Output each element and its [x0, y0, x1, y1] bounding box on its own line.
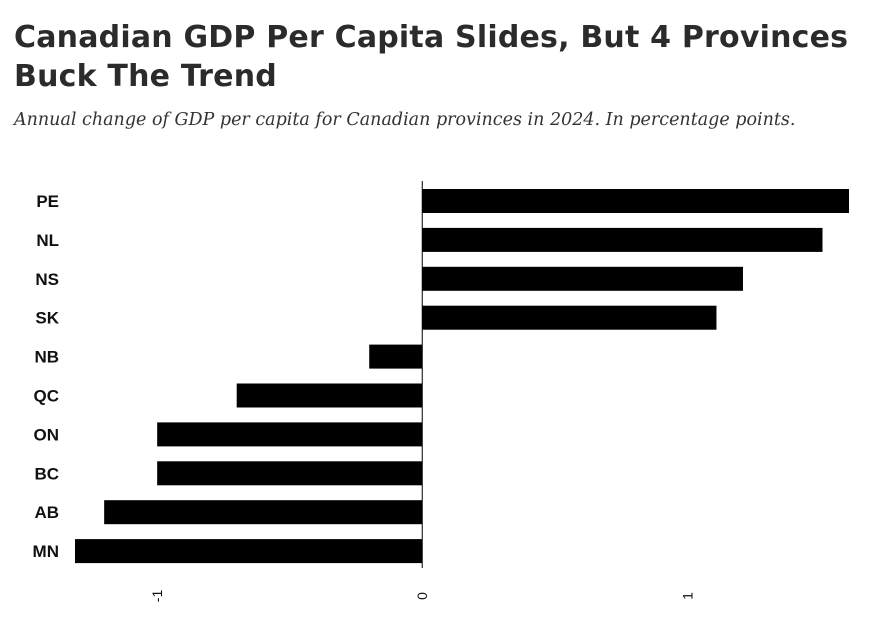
bar-nb — [369, 344, 423, 369]
bar-bc — [157, 461, 423, 486]
category-label-ab: AB — [34, 503, 59, 522]
chart-title: Canadian GDP Per Capita Slides, But 4 Pr… — [14, 20, 849, 94]
bar-qc — [236, 383, 423, 408]
x-axis-ticks: -1 0 1 — [149, 590, 695, 603]
bar-on — [157, 422, 423, 447]
bar-sk — [422, 305, 717, 330]
chart-subtitle: Annual change of GDP per capita for Cana… — [14, 110, 796, 130]
bar-pe — [422, 189, 849, 213]
category-label-on: ON — [34, 425, 60, 444]
x-tick-label: 1 — [679, 592, 695, 600]
bar-ns — [422, 266, 743, 291]
category-label-qc: QC — [34, 387, 60, 406]
bar-mn — [75, 539, 423, 564]
category-label-mn: MN — [33, 542, 59, 561]
category-label-pe: PE — [36, 192, 59, 211]
x-tick-label: -1 — [149, 590, 165, 603]
category-label-nb: NB — [34, 348, 59, 367]
x-tick-label: 0 — [414, 592, 430, 600]
bar-group — [75, 189, 849, 564]
category-label-ns: NS — [35, 270, 59, 289]
bar-ab — [104, 500, 423, 525]
category-label-sk: SK — [35, 309, 59, 328]
category-label-nl: NL — [36, 231, 59, 250]
category-label-bc: BC — [34, 464, 59, 483]
bar-nl — [422, 227, 823, 252]
category-labels: PE NL NS SK NB QC ON BC AB MN — [33, 192, 60, 561]
